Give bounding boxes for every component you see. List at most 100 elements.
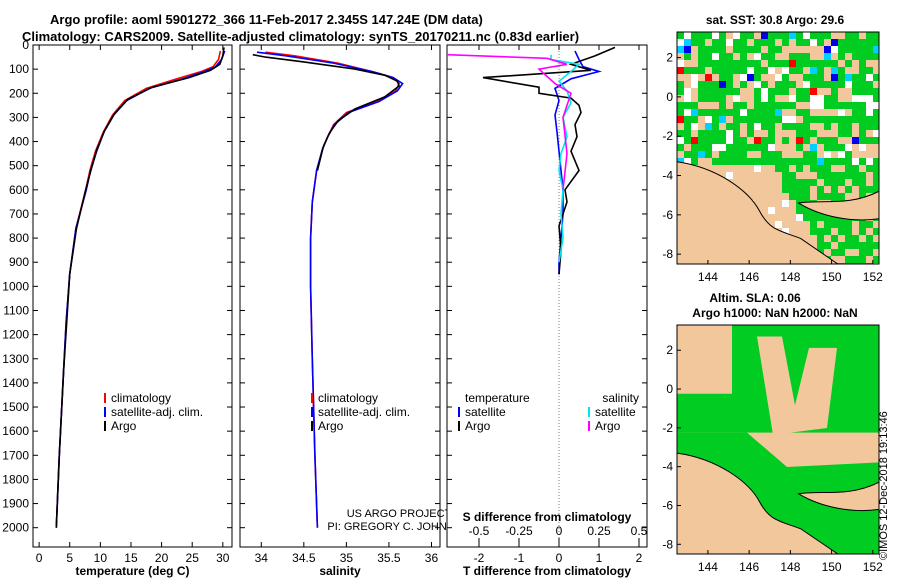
sst-cell [866, 137, 873, 144]
sst-cell [873, 39, 879, 46]
panel-salinity: 34 34.5 35 35.5 36 salinity climatologysatelli… [239, 44, 471, 578]
plot-frame [32, 44, 233, 548]
sst-cell [726, 130, 733, 137]
sst-cell [824, 95, 831, 102]
y-tick-label: 1400 [2, 376, 29, 390]
series-temperature-argo [482, 46, 616, 275]
sst-cell [719, 109, 726, 116]
sst-cell [754, 67, 761, 74]
sst-cell [789, 32, 796, 39]
sst-cell [719, 53, 726, 60]
map-sst-map: 144 146 148 150 152 2 0 -2 -4 -6 -8 sat. SST: 30.8 … [662, 13, 883, 284]
sst-cell [810, 67, 817, 74]
sst-cell [733, 130, 740, 137]
sst-cell [866, 249, 873, 256]
sst-cell [845, 172, 852, 179]
sst-cell [845, 32, 852, 39]
coastline-new-guinea [676, 161, 840, 265]
sst-cell [705, 74, 712, 81]
sst-cell [831, 81, 838, 88]
sst-cell [866, 95, 873, 102]
sst-cell [859, 130, 866, 137]
sst-cell [768, 32, 775, 39]
sst-cell [817, 193, 824, 200]
sst-cell [852, 74, 859, 81]
sst-cell [705, 144, 712, 151]
sst-cell [838, 116, 845, 123]
sst-cell [761, 39, 768, 46]
sst-cell [859, 193, 866, 200]
sst-cell [859, 137, 866, 144]
x-tick-label: 144 [698, 270, 718, 284]
sst-cell [838, 39, 845, 46]
sst-cell [845, 60, 852, 67]
sst-cell [803, 151, 810, 158]
sst-cell [684, 137, 691, 144]
sst-cell [789, 172, 796, 179]
sst-cell [719, 158, 726, 165]
sst-cell [852, 158, 859, 165]
y-tick-label: 2 [666, 51, 673, 65]
sst-cell [824, 151, 831, 158]
map-sla-map: 144 146 148 150 152 2 0 -2 -4 -6 -8 Altim. SLA: 0.0… [662, 291, 883, 574]
sst-cell [803, 39, 810, 46]
y-tick-label: 1500 [2, 400, 29, 414]
sst-cell [831, 221, 838, 228]
sst-cell [866, 74, 873, 81]
sst-cell [873, 165, 879, 172]
copyright-note: ©IMOS 12-Dec-2018 19:13:46 [878, 411, 890, 560]
sst-cell [684, 53, 691, 60]
sst-cell [838, 144, 845, 151]
annotation-text: PI: GREGORY C. JOHNSON [327, 521, 470, 533]
sst-cell [866, 32, 873, 39]
sst-cell [824, 214, 831, 221]
sst-cell [740, 137, 747, 144]
sst-cell [838, 67, 845, 74]
sst-cell [733, 109, 740, 116]
sst-cell [817, 228, 824, 235]
sst-cell [873, 53, 879, 60]
sst-cell [740, 109, 747, 116]
sst-cell [705, 116, 712, 123]
y-tick-label: 1000 [2, 279, 29, 293]
sst-cell [873, 228, 879, 235]
sst-cell [775, 46, 782, 53]
sst-cell [859, 242, 866, 249]
sst-cell [733, 32, 740, 39]
sst-cell [740, 32, 747, 39]
sst-cell [803, 74, 810, 81]
y-tick-label: -4 [662, 460, 673, 474]
legend-label: satellite [465, 405, 506, 419]
sst-cell [852, 32, 859, 39]
sst-cell [852, 88, 859, 95]
sst-cell [719, 60, 726, 67]
sst-cell [691, 151, 698, 158]
sst-cell [852, 53, 859, 60]
sst-cell [782, 81, 789, 88]
sst-cell [803, 116, 810, 123]
sst-cell [761, 67, 768, 74]
sst-cell [698, 53, 705, 60]
y-tick-label: 1200 [2, 328, 29, 342]
sst-cell [768, 144, 775, 151]
sst-cell [712, 137, 719, 144]
sst-cell [859, 221, 866, 228]
sst-cell [873, 242, 879, 249]
sst-cell [810, 228, 817, 235]
sst-cell [740, 39, 747, 46]
y-tick-label: -6 [662, 498, 673, 512]
sst-cell [845, 39, 852, 46]
sst-cell [845, 102, 852, 109]
sst-cell [677, 137, 684, 144]
sst-cell [775, 81, 782, 88]
sst-cell [712, 123, 719, 130]
sst-cell [740, 53, 747, 60]
sst-cell [768, 137, 775, 144]
sst-cell [740, 46, 747, 53]
x-tick-label: 35 [340, 551, 354, 565]
sst-cell [705, 130, 712, 137]
legend-label: Argo [595, 419, 621, 433]
sst-cell [705, 32, 712, 39]
sst-cell [831, 235, 838, 242]
sst-cell [796, 165, 803, 172]
